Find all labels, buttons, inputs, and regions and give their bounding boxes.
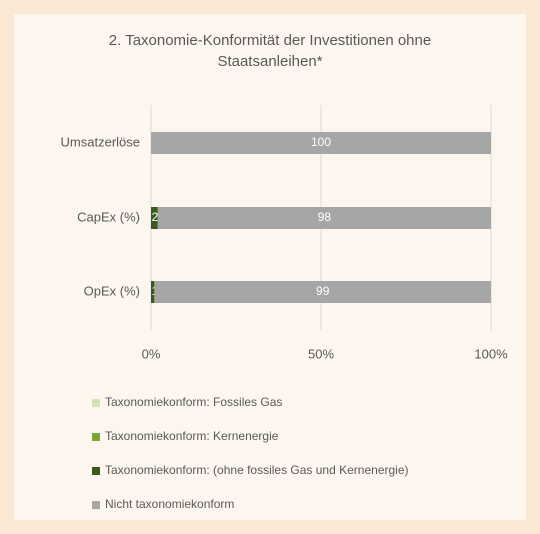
y-tick-label: Umsatzerlöse [61,134,140,149]
x-tick-label: 100% [474,346,508,361]
x-tick-label: 50% [308,346,334,361]
y-tick-label: OpEx (%) [84,283,140,298]
data-label: 98 [318,210,332,224]
legend-swatch [92,399,100,407]
data-label: 99 [316,284,330,298]
legend-label: Nicht taxonomiekonform [105,497,234,511]
legend-swatch [92,501,100,509]
data-label: 100 [311,135,331,149]
legend-label: Taxonomiekonform: Fossiles Gas [105,395,282,409]
bar-segment [151,132,491,154]
legend-label: Taxonomiekonform: Kernenergie [105,429,279,443]
bar-segment [157,207,492,229]
data-label: 2 [152,210,159,224]
x-tick-label: 0% [142,346,161,361]
legend-swatch [92,467,100,475]
chart-title: 2. Taxonomie-Konformität der Investition… [108,32,432,70]
legend-swatch [92,433,100,441]
legend-label: Taxonomiekonform: (ohne fossiles Gas und… [105,463,409,477]
y-tick-label: CapEx (%) [77,209,140,224]
bar-segment [154,281,491,303]
bar-segment [151,207,158,229]
bar-segment [151,281,155,303]
